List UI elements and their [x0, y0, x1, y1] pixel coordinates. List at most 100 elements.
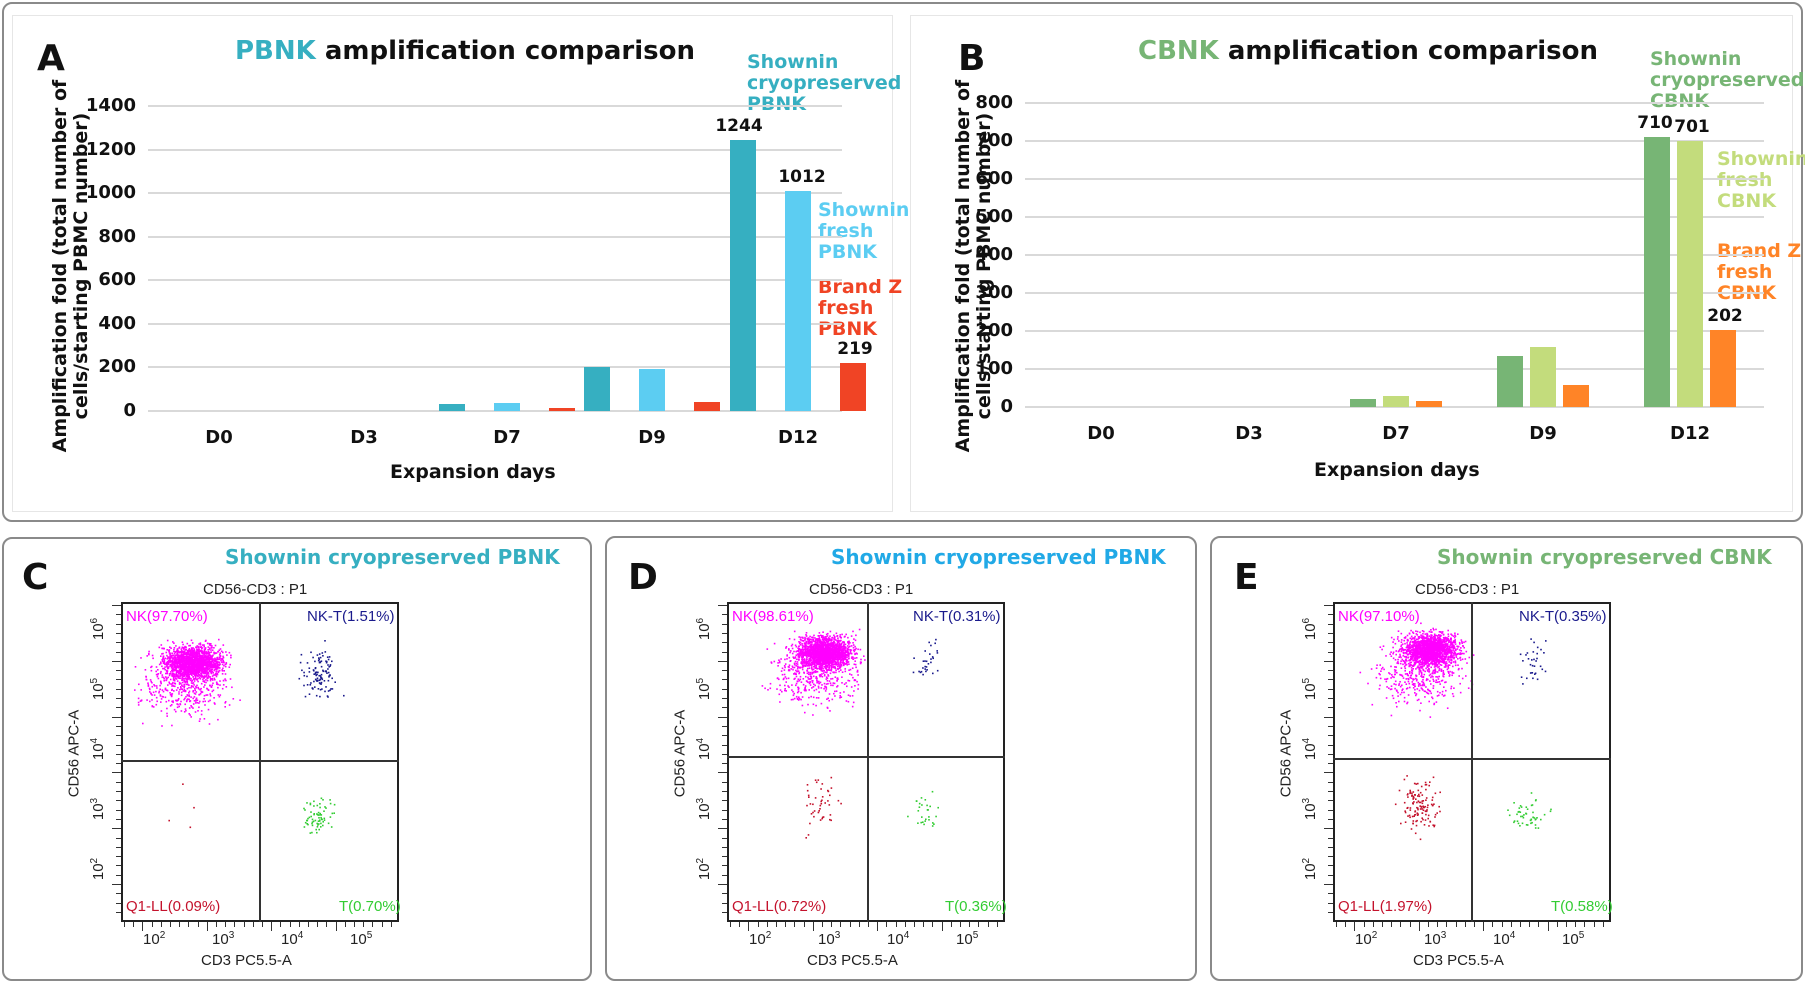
flow-axis-minor-tick	[757, 922, 759, 927]
flow-axis-minor-tick	[116, 614, 121, 616]
flow-c-quadrant-t: T(0.70%)	[339, 898, 401, 915]
nk-event	[155, 690, 157, 693]
nk-event	[821, 645, 824, 648]
nk-event	[853, 663, 856, 666]
nk-event	[171, 688, 173, 691]
nk-event	[801, 657, 803, 659]
nk-event	[190, 653, 192, 656]
nk-event	[836, 640, 838, 642]
flow-axis-minor-tick	[722, 893, 727, 895]
nk-event	[199, 718, 201, 720]
nk-event	[171, 671, 174, 673]
nk-event	[203, 659, 205, 661]
nk-event	[206, 688, 209, 690]
nk-event	[219, 652, 221, 654]
flow-d-y-tick: 103	[695, 798, 713, 820]
nk-event	[853, 650, 856, 653]
nkt-event	[924, 660, 926, 662]
nk-event	[217, 667, 219, 670]
nkt-event	[927, 663, 930, 665]
nk-event	[177, 699, 179, 701]
nk-event	[188, 698, 190, 701]
nk-event	[798, 672, 800, 675]
nk-event	[793, 662, 796, 665]
nk-event	[800, 649, 802, 652]
nk-event	[200, 663, 202, 666]
t-event	[313, 813, 315, 815]
nk-event	[198, 694, 201, 696]
nkt-event	[314, 686, 316, 688]
nk-event	[197, 666, 200, 669]
flow-d-events	[761, 628, 939, 839]
nk-event	[835, 662, 837, 664]
nk-event	[197, 686, 199, 689]
nk-event	[170, 655, 173, 657]
nk-event	[183, 653, 185, 656]
nkt-event	[316, 677, 319, 680]
nk-event	[801, 668, 804, 671]
nk-event	[825, 633, 828, 636]
nk-event	[202, 680, 204, 682]
nk-event	[215, 668, 218, 670]
nk-event	[192, 697, 194, 700]
q1ll-event	[830, 819, 832, 822]
nk-event	[839, 695, 841, 697]
nk-event	[835, 671, 837, 674]
chart-a-x-axis-label: Expansion days	[390, 461, 556, 483]
nk-event	[814, 662, 816, 664]
nk-event	[199, 675, 201, 677]
nk-event	[204, 661, 207, 664]
nk-event	[818, 647, 820, 649]
nk-event	[173, 690, 175, 692]
nk-event	[190, 649, 192, 651]
nk-event	[830, 653, 833, 656]
nkt-event	[324, 690, 326, 693]
nk-event	[161, 689, 164, 691]
nk-event	[177, 656, 179, 658]
nk-event	[192, 654, 194, 657]
nk-event	[195, 674, 198, 677]
nk-event	[163, 677, 165, 680]
nk-event	[814, 660, 816, 663]
nk-event	[189, 654, 192, 656]
nk-event	[802, 659, 804, 661]
flow-axis-minor-tick	[722, 837, 727, 839]
nk-event	[820, 669, 823, 671]
nk-event	[821, 643, 824, 645]
nk-event	[194, 656, 197, 659]
nk-event	[823, 654, 826, 657]
nk-event	[835, 663, 838, 666]
nk-event	[802, 649, 804, 652]
nk-event	[213, 674, 216, 676]
nk-event	[813, 663, 815, 665]
nk-event	[800, 652, 803, 655]
nk-event	[821, 673, 823, 675]
nk-event	[186, 655, 189, 658]
nk-event	[844, 649, 846, 652]
nk-event	[1397, 658, 1399, 661]
nk-event	[156, 673, 159, 676]
nk-event	[211, 670, 214, 673]
flow-axis-minor-tick	[271, 922, 273, 931]
nk-event	[812, 656, 814, 658]
nk-event	[175, 654, 177, 656]
nk-event	[822, 631, 824, 633]
nk-event	[807, 681, 809, 683]
nk-event	[805, 632, 808, 634]
nk-event	[189, 700, 192, 702]
chart-b-bar-d7-series-1	[1350, 399, 1376, 407]
nk-event	[187, 653, 190, 656]
nk-event	[807, 640, 809, 643]
nk-event	[844, 643, 847, 646]
nk-event	[824, 644, 827, 646]
nk-event	[806, 656, 808, 659]
chart-a-bar-d12-series-3	[840, 363, 866, 411]
nkt-event	[926, 669, 928, 671]
nk-event	[794, 657, 796, 659]
nk-event	[225, 662, 228, 664]
nk-event	[184, 673, 187, 676]
nk-event	[813, 653, 815, 655]
nk-event	[821, 654, 824, 656]
q1ll-event	[189, 826, 192, 829]
nkt-event	[935, 638, 937, 641]
